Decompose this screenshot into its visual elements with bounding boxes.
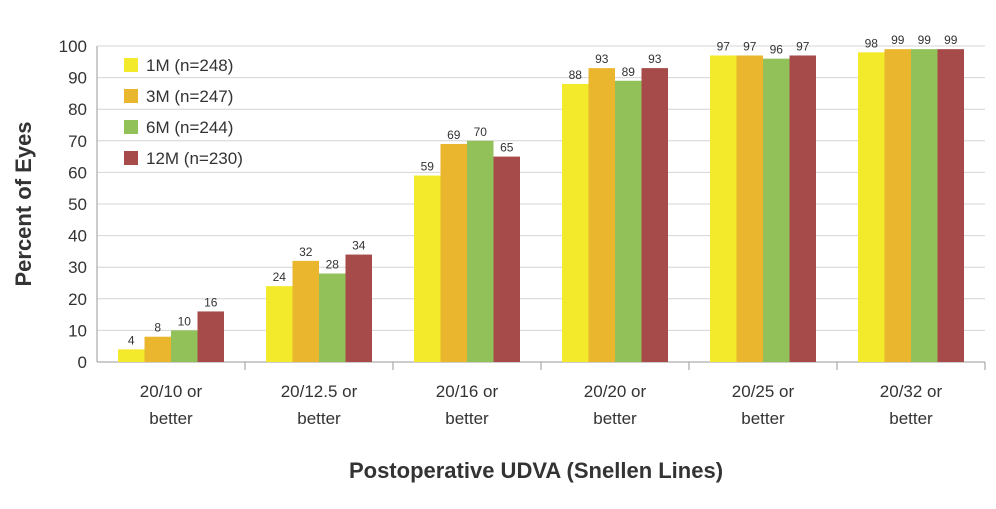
y-tick-label: 40 <box>68 227 87 246</box>
bar <box>345 254 372 362</box>
bar <box>641 68 668 363</box>
bar <box>118 349 145 362</box>
legend-label: 1M (n=248) <box>146 56 233 75</box>
bar-value-label: 70 <box>474 125 488 139</box>
legend-label: 12M (n=230) <box>146 149 243 168</box>
x-tick-label: 20/20 or <box>584 382 647 401</box>
bar <box>710 55 737 362</box>
bar-value-label: 28 <box>326 258 340 272</box>
bar-value-label: 16 <box>204 295 218 309</box>
x-tick-label: 20/16 or <box>436 382 499 401</box>
axes <box>96 46 986 370</box>
x-tick-label: better <box>149 409 193 428</box>
bar <box>440 143 467 362</box>
bar <box>789 55 816 362</box>
bar-value-label: 88 <box>569 68 583 82</box>
x-tick-label: better <box>741 409 785 428</box>
bar <box>736 55 763 362</box>
bar-value-label: 98 <box>865 36 879 50</box>
bar <box>562 83 589 363</box>
x-tick-label: better <box>889 409 933 428</box>
bar-value-label: 69 <box>447 128 461 142</box>
bar-value-label: 32 <box>299 245 313 259</box>
bar <box>414 175 441 362</box>
bar-value-label: 97 <box>743 39 757 53</box>
bar-value-label: 99 <box>918 33 932 47</box>
bar-value-label: 89 <box>622 65 636 79</box>
bar-value-label: 10 <box>178 314 192 328</box>
bar <box>493 156 520 362</box>
bar <box>144 336 171 362</box>
bar-value-label: 97 <box>717 39 731 53</box>
y-tick-label: 50 <box>68 195 87 214</box>
bar-value-label: 24 <box>273 270 287 284</box>
x-tick-label: 20/12.5 or <box>281 382 358 401</box>
bar <box>763 58 790 362</box>
bar-value-label: 93 <box>648 52 662 66</box>
data-labels: 4 8 10 16 24 32 28 34 59 69 70 65 88 93 89 93 97 97 96 97 98… <box>128 33 958 347</box>
bar-value-label: 65 <box>500 141 514 155</box>
x-tick-label: 20/32 or <box>880 382 943 401</box>
bar <box>197 311 224 362</box>
x-tick-label: 20/25 or <box>732 382 795 401</box>
bar-value-label: 8 <box>154 321 161 335</box>
bar <box>292 260 319 362</box>
bar-value-label: 93 <box>595 52 609 66</box>
y-tick-label: 60 <box>68 163 87 182</box>
bar-value-label: 4 <box>128 333 135 347</box>
bar <box>319 273 346 362</box>
bar <box>615 80 642 362</box>
y-axis-title: Percent of Eyes <box>11 121 36 286</box>
x-axis-title: Postoperative UDVA (Snellen Lines) <box>349 458 723 483</box>
legend-label: 3M (n=247) <box>146 87 233 106</box>
x-tick-label: 20/10 or <box>140 382 203 401</box>
legend-swatch <box>124 120 138 134</box>
legend-swatch <box>124 58 138 72</box>
bar <box>858 52 885 362</box>
legend: 1M (n=248) 3M (n=247) 6M (n=244) 12M (n=230… <box>124 56 243 168</box>
bar <box>937 49 964 362</box>
bar-value-label: 99 <box>944 33 958 47</box>
bars <box>118 49 964 363</box>
bar-value-label: 99 <box>891 33 905 47</box>
x-tick-label: better <box>445 409 489 428</box>
bar-value-label: 97 <box>796 39 810 53</box>
y-tick-label: 30 <box>68 258 87 277</box>
y-tick-label: 10 <box>68 321 87 340</box>
bar <box>266 286 293 362</box>
y-tick-label: 0 <box>78 353 87 372</box>
x-tick-label: better <box>297 409 341 428</box>
legend-label: 6M (n=244) <box>146 118 233 137</box>
bar <box>911 49 938 362</box>
gridlines <box>97 45 985 363</box>
bar-value-label: 34 <box>352 239 366 253</box>
y-tick-label: 70 <box>68 132 87 151</box>
bar <box>171 330 198 362</box>
y-tick-label: 80 <box>68 100 87 119</box>
tick-labels: 0 10 20 30 40 50 60 70 80 90 100 20/10 or better 20/1… <box>59 37 943 428</box>
bar-value-label: 96 <box>770 43 784 57</box>
bar <box>884 49 911 362</box>
bar <box>467 140 494 362</box>
y-tick-label: 90 <box>68 69 87 88</box>
bar-value-label: 59 <box>421 160 435 174</box>
y-tick-label: 20 <box>68 290 87 309</box>
x-tick-label: better <box>593 409 637 428</box>
bar <box>588 68 615 363</box>
legend-swatch <box>124 89 138 103</box>
y-tick-label: 100 <box>59 37 87 56</box>
legend-swatch <box>124 151 138 165</box>
